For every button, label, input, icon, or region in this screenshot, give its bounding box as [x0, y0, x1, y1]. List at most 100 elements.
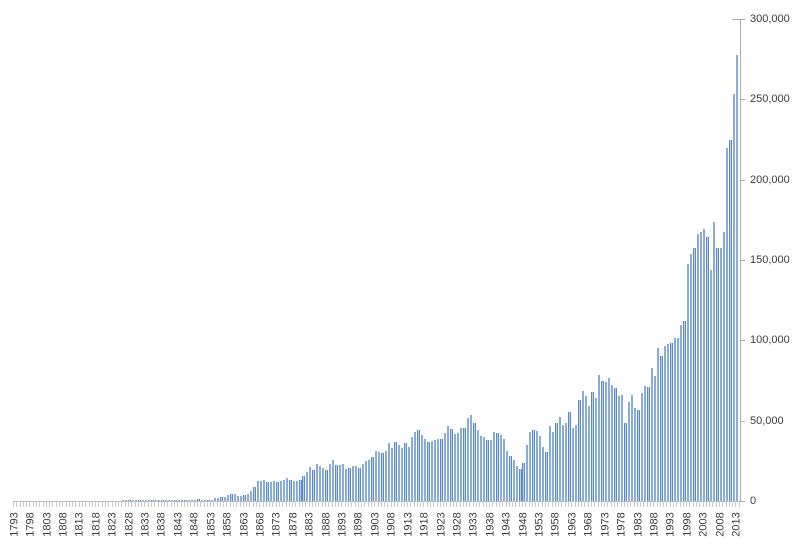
- x-axis-tick: [705, 502, 707, 507]
- x-tick-label-1963: 1963: [566, 511, 579, 537]
- bar-year-1942: [502, 439, 506, 501]
- x-tick-label-1923: 1923: [435, 511, 448, 537]
- x-tick-label-1843: 1843: [172, 511, 185, 537]
- bar-year-1981: [630, 395, 634, 501]
- x-axis-tick: [121, 502, 123, 507]
- x-axis-tick: [656, 502, 658, 507]
- bar-year-1869: [263, 480, 266, 501]
- x-axis-tick: [36, 502, 38, 507]
- x-axis-tick: [104, 502, 106, 507]
- x-axis-tick: [476, 502, 478, 507]
- bar-year-1949: [525, 444, 529, 501]
- x-axis-tick: [298, 502, 300, 507]
- x-axis-tick: [288, 502, 290, 507]
- bar-year-1862: [240, 495, 243, 501]
- bar-year-2000: [693, 247, 696, 501]
- bar-year-1873: [276, 482, 279, 501]
- x-axis-tick: [558, 502, 560, 507]
- bar-year-1925: [446, 426, 450, 501]
- x-axis-tick: [160, 502, 162, 507]
- x-axis-tick: [607, 502, 609, 507]
- bar-year-1827: [125, 500, 128, 501]
- x-axis-tick: [52, 502, 54, 507]
- bar-year-1856: [220, 497, 223, 501]
- bar-year-1858: [226, 495, 230, 501]
- bar-year-1934: [476, 429, 479, 501]
- bar-year-1850: [200, 499, 203, 501]
- x-axis-tick: [173, 502, 175, 507]
- bar-year-1845: [184, 500, 187, 501]
- bar-year-1971: [598, 375, 601, 501]
- x-axis-tick: [650, 502, 652, 507]
- x-axis-tick: [200, 502, 202, 507]
- bar-year-1837: [158, 500, 161, 501]
- x-axis-tick: [131, 502, 133, 507]
- bar-year-1952: [535, 430, 538, 501]
- x-axis-tick: [696, 502, 698, 507]
- x-tick-label-2008: 2008: [714, 511, 727, 537]
- x-axis-tick: [587, 502, 589, 507]
- x-axis-tick: [732, 502, 734, 507]
- bar-year-1852: [207, 499, 210, 501]
- bar-year-1894: [345, 469, 348, 501]
- x-tick-label-1978: 1978: [615, 511, 628, 537]
- bar-year-1994: [673, 337, 676, 501]
- x-axis-tick: [522, 502, 523, 507]
- x-axis-tick: [719, 502, 720, 507]
- x-axis-tick: [686, 502, 688, 507]
- bar-year-1892: [338, 464, 341, 501]
- bar-year-1918: [423, 439, 427, 501]
- x-axis-tick: [407, 502, 409, 507]
- bar-year-1933: [473, 422, 476, 501]
- x-axis-tick: [627, 502, 629, 507]
- x-axis-tick: [699, 502, 701, 507]
- y-axis-tick: [740, 179, 745, 181]
- x-axis-tick: [196, 502, 198, 507]
- bar-year-1832: [141, 500, 144, 501]
- x-tick-label-1973: 1973: [599, 511, 612, 537]
- x-axis-tick: [679, 502, 681, 507]
- x-axis-tick: [459, 502, 461, 507]
- bar-year-2001: [696, 234, 699, 501]
- x-axis-tick: [416, 502, 418, 507]
- x-axis-tick: [108, 502, 110, 507]
- x-tick-label-1988: 1988: [648, 511, 661, 537]
- x-axis-tick: [118, 502, 120, 507]
- bar-year-1963: [571, 427, 575, 501]
- x-axis-tick: [82, 502, 83, 507]
- x-axis-tick: [554, 502, 556, 507]
- x-axis-tick: [114, 502, 116, 507]
- bar-year-1940: [496, 433, 499, 501]
- x-axis-tick: [397, 502, 399, 507]
- bar-year-1976: [614, 388, 617, 501]
- x-axis-tick: [302, 502, 303, 507]
- bar-year-1864: [246, 493, 249, 501]
- x-tick-label-1893: 1893: [336, 511, 349, 537]
- x-axis-tick: [65, 502, 67, 507]
- y-tick-label-150000: 150,000: [750, 254, 790, 266]
- x-axis-tick: [334, 502, 336, 507]
- bar-year-1946: [515, 465, 519, 501]
- x-axis-tick: [387, 502, 389, 507]
- x-axis-tick: [292, 502, 294, 507]
- x-axis-tick: [226, 502, 228, 507]
- bar-year-1840: [167, 500, 171, 501]
- x-axis-tick: [318, 502, 320, 507]
- bar-year-2011: [729, 140, 732, 501]
- bar-year-1836: [154, 499, 158, 501]
- x-axis-tick: [600, 502, 602, 507]
- x-axis-tick: [735, 502, 737, 507]
- bar-year-1927: [453, 433, 456, 501]
- bar-year-1838: [161, 500, 164, 501]
- bar-year-1964: [575, 424, 578, 501]
- x-axis-tick: [315, 502, 317, 507]
- x-axis-tick: [16, 502, 18, 507]
- x-tick-label-1858: 1858: [221, 511, 234, 537]
- bar-year-1954: [542, 446, 545, 501]
- x-axis-tick: [466, 502, 468, 507]
- x-axis-tick: [347, 502, 349, 507]
- bar-year-1939: [492, 431, 496, 501]
- x-axis-tick: [239, 502, 241, 507]
- bar-year-1883: [309, 467, 312, 501]
- x-axis-tick: [101, 502, 103, 507]
